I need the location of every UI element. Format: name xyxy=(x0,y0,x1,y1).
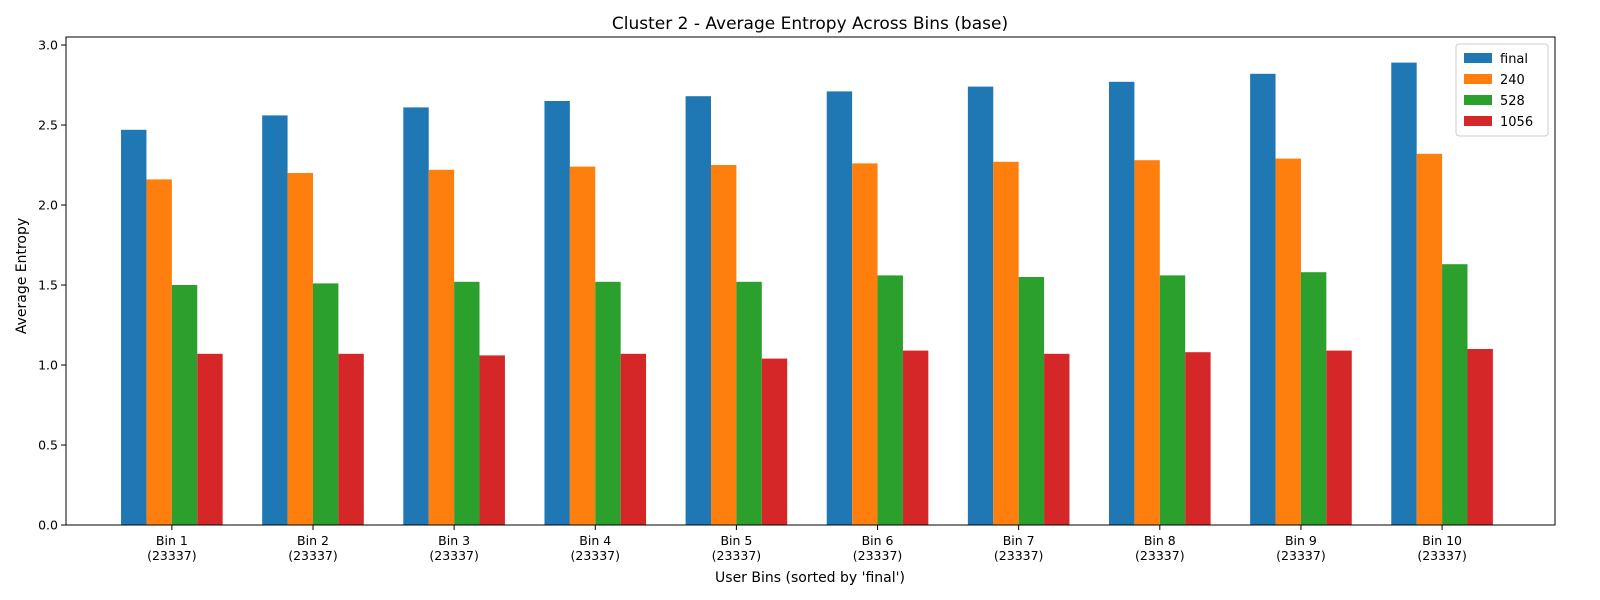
legend-swatch-240 xyxy=(1464,74,1492,84)
x-tick-label: Bin 5 xyxy=(720,533,752,548)
legend-box xyxy=(1455,43,1549,137)
bar-final-bin-7 xyxy=(967,86,994,525)
x-tick-label: Bin 3 xyxy=(438,533,470,548)
plot-frame xyxy=(65,36,1556,526)
x-tick-label: (23337) xyxy=(570,548,620,563)
bar-final-bin-10 xyxy=(1391,62,1417,525)
y-tick-label: 1.5 xyxy=(38,278,58,293)
legend-label-528: 528 xyxy=(1500,94,1525,109)
bar-final-bin-3 xyxy=(403,107,429,526)
x-tick-label: Bin 8 xyxy=(1144,533,1176,548)
x-axis-label: User Bins (sorted by 'final') xyxy=(715,570,905,586)
bar-528-bin-6 xyxy=(877,275,903,525)
x-axis: Bin 1(23337)Bin 2(23337)Bin 3(23337)Bin … xyxy=(147,525,1467,563)
x-tick-label: (23337) xyxy=(288,548,338,563)
bar-528-bin-2 xyxy=(312,283,339,525)
bar-528-bin-3 xyxy=(454,281,480,525)
bar-1056-bin-6 xyxy=(902,350,929,525)
legend-label-1056: 1056 xyxy=(1500,115,1533,130)
bar-final-bin-2 xyxy=(262,115,288,526)
legend: final 240 528 1056 xyxy=(1455,43,1549,137)
bar-528-bin-1 xyxy=(171,285,198,525)
bar-1056-bin-7 xyxy=(1044,353,1070,525)
bar-240-bin-9 xyxy=(1275,158,1301,525)
x-tick-label: (23337) xyxy=(712,548,762,563)
bar-1056-bin-2 xyxy=(338,353,364,525)
bar-final-bin-4 xyxy=(544,101,570,525)
legend-swatch-final xyxy=(1464,53,1492,63)
bar-240-bin-7 xyxy=(993,161,1019,526)
plot-area xyxy=(65,36,1556,526)
bar-final-bin-1 xyxy=(121,129,147,526)
bar-528-bin-9 xyxy=(1300,272,1327,525)
y-tick-label: 0.5 xyxy=(38,438,58,453)
y-tick-label: 1.0 xyxy=(38,358,58,373)
bar-240-bin-4 xyxy=(569,166,596,525)
bar-240-bin-2 xyxy=(287,173,313,525)
bar-final-bin-8 xyxy=(1109,81,1135,526)
bar-528-bin-8 xyxy=(1159,275,1186,525)
legend-label-final: final xyxy=(1500,52,1528,67)
x-tick-label: Bin 6 xyxy=(862,533,894,548)
bar-final-bin-6 xyxy=(826,91,853,526)
bar-1056-bin-10 xyxy=(1467,349,1493,525)
x-tick-label: (23337) xyxy=(1276,548,1326,563)
bar-1056-bin-5 xyxy=(761,358,788,525)
x-tick-label: Bin 10 xyxy=(1422,533,1462,548)
bar-1056-bin-8 xyxy=(1185,352,1211,525)
x-tick-label: (23337) xyxy=(1135,548,1185,563)
x-tick-label: (23337) xyxy=(429,548,479,563)
x-tick-label: (23337) xyxy=(147,548,197,563)
bar-1056-bin-3 xyxy=(479,355,505,525)
y-axis-label: Average Entropy xyxy=(14,218,30,334)
x-tick-label: Bin 9 xyxy=(1285,533,1317,548)
legend-swatch-528 xyxy=(1464,95,1492,105)
chart-title: Cluster 2 - Average Entropy Across Bins … xyxy=(612,14,1008,34)
x-tick-label: (23337) xyxy=(994,548,1044,563)
bar-1056-bin-4 xyxy=(620,353,647,525)
x-tick-label: Bin 7 xyxy=(1003,533,1035,548)
y-tick-label: 0.0 xyxy=(38,518,58,533)
bar-240-bin-3 xyxy=(428,169,455,526)
legend-swatch-1056 xyxy=(1464,116,1492,126)
bar-240-bin-1 xyxy=(146,179,172,525)
bar-240-bin-5 xyxy=(711,165,737,525)
x-tick-label: Bin 1 xyxy=(156,533,188,548)
bar-528-bin-4 xyxy=(595,281,621,525)
y-tick-label: 3.0 xyxy=(38,38,58,53)
bar-240-bin-10 xyxy=(1416,153,1443,526)
bar-240-bin-6 xyxy=(852,163,878,525)
bar-528-bin-5 xyxy=(736,281,762,525)
x-tick-label: (23337) xyxy=(853,548,903,563)
x-tick-label: (23337) xyxy=(1417,548,1467,563)
bar-1056-bin-1 xyxy=(197,353,223,525)
bar-final-bin-5 xyxy=(685,96,711,525)
bar-final-bin-9 xyxy=(1250,73,1276,526)
bar-528-bin-7 xyxy=(1018,277,1045,525)
x-tick-label: Bin 4 xyxy=(579,533,611,548)
y-tick-label: 2.0 xyxy=(38,198,58,213)
x-tick-label: Bin 2 xyxy=(297,533,329,548)
y-axis: 0.0 0.5 1.0 1.5 2.0 2.5 3.0 xyxy=(38,38,66,533)
bar-528-bin-10 xyxy=(1442,264,1468,525)
y-tick-label: 2.5 xyxy=(38,118,58,133)
legend-label-240: 240 xyxy=(1500,73,1525,88)
bar-1056-bin-9 xyxy=(1326,350,1352,525)
bar-240-bin-8 xyxy=(1134,160,1160,525)
